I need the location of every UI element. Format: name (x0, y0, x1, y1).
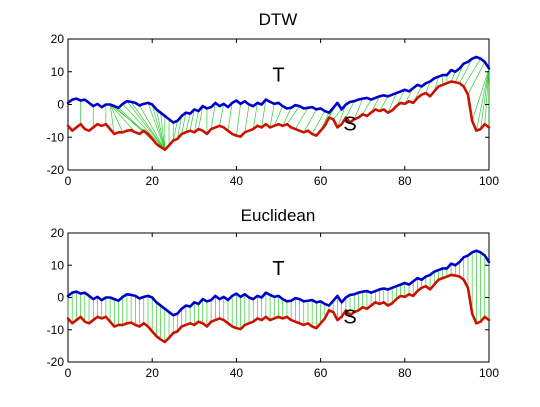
dtw-annotation-t: T (272, 65, 284, 87)
euclidean-x-tick-label: 60 (314, 366, 328, 380)
dtw-warping-line (181, 112, 187, 135)
dtw-warping-line (219, 103, 225, 126)
dtw-warping-line (480, 68, 490, 130)
dtw-warping-line (160, 112, 166, 150)
dtw-warping-line (126, 101, 166, 150)
dtw-warping-line (303, 109, 317, 133)
dtw-warping-line (122, 103, 166, 150)
dtw-warping-line (151, 104, 166, 150)
dtw-warping-line (362, 99, 372, 115)
dtw-warping-line (198, 106, 204, 130)
dtw-warping-line (269, 103, 275, 128)
dtw-warping-line (282, 107, 292, 126)
dtw-warping-line (210, 102, 216, 130)
euclidean-x-tick-label: 100 (479, 366, 499, 380)
euclidean-annotations: TS (272, 258, 356, 328)
euclidean-series-s-line (66, 273, 491, 344)
dtw-x-tick-label: 40 (230, 174, 244, 188)
euclidean-y-tick-label: -10 (47, 323, 65, 337)
dtw-y-tick-label: 20 (51, 32, 65, 46)
dtw-annotation-s: S (343, 114, 356, 136)
dtw-annotations: TS (272, 65, 356, 136)
dtw-warping-line (459, 58, 473, 84)
dtw-warping-line (311, 110, 326, 135)
dtw-warping-line (252, 102, 258, 130)
euclidean-series-t-line (66, 249, 491, 317)
dtw-warping-line (172, 120, 178, 141)
dtw-warping-line (425, 81, 431, 94)
euclidean-title: Euclidean (241, 206, 316, 225)
euclidean-annotation-t: T (272, 258, 284, 280)
euclidean-x-tick-label: 80 (398, 366, 412, 380)
dtw-warping-line (273, 105, 284, 126)
dtw-warping-line (156, 109, 166, 150)
dtw-x-tick-label: 0 (65, 174, 72, 188)
dtw-y-tick-label: -10 (47, 130, 65, 144)
dtw-warping-line (387, 92, 397, 113)
dtw-warping-line (332, 109, 342, 120)
dtw-warping-line (476, 68, 490, 131)
dtw-warping-line (353, 98, 364, 120)
euclidean-series (66, 249, 491, 344)
dtw-x-tick-label: 20 (146, 174, 160, 188)
dtw-x-tick-label: 60 (314, 174, 328, 188)
euclidean-x-tick-label: 20 (146, 366, 160, 380)
dtw-warping-line (236, 103, 241, 136)
euclidean-x-tick-label: 0 (65, 366, 72, 380)
dtw-warping-line (261, 99, 267, 128)
dtw-warping-line (227, 102, 233, 131)
dtw-warping-line (147, 102, 166, 150)
dtw-warping-line (450, 71, 456, 82)
euclidean-y-tick-label: 10 (51, 258, 65, 272)
dtw-warping-line (471, 68, 490, 121)
euclidean-y-tick-label: 0 (57, 291, 64, 305)
dtw-warping-line (109, 104, 124, 133)
dtw-warping-line (286, 105, 300, 125)
dtw-series-s-line (66, 80, 491, 151)
dtw-warping-line (139, 105, 166, 150)
euclidean-x-tick-label: 40 (230, 366, 244, 380)
dtw-y-tick-label: -20 (47, 163, 65, 177)
dtw-title: DTW (259, 10, 298, 29)
dtw-warping-line (185, 113, 191, 133)
dtw-warping-line (177, 115, 183, 139)
dtw-y-tick-label: 10 (51, 65, 65, 79)
dtw-x-tick-label: 80 (398, 174, 412, 188)
dtw-warping-line (193, 110, 199, 133)
dtw-warping-line (109, 104, 136, 133)
dtw-warping-line (337, 104, 347, 128)
dtw-warping-line (379, 96, 389, 112)
dtw-warping-line (463, 58, 481, 87)
euclidean-y-tick-label: -20 (47, 355, 65, 369)
dtw-warping-line (244, 104, 250, 133)
dtw-warping-line (189, 109, 195, 131)
euclidean-connectors (67, 250, 490, 343)
dtw-warping-line (345, 101, 355, 118)
dtw-x-tick-label: 100 (479, 174, 499, 188)
dtw-warping-line (130, 101, 166, 150)
euclidean-y-tick-label: 20 (51, 226, 65, 240)
dtw-warping-line (109, 104, 115, 135)
euclidean-annotation-s: S (343, 306, 356, 328)
dtw-series-t-line (66, 55, 491, 124)
dtw-series (66, 55, 491, 151)
dtw-warping-line (484, 68, 490, 125)
dtw-warping-line (295, 107, 309, 130)
dtw-warping-line (467, 61, 486, 95)
dtw-y-tick-label: 0 (57, 98, 64, 112)
